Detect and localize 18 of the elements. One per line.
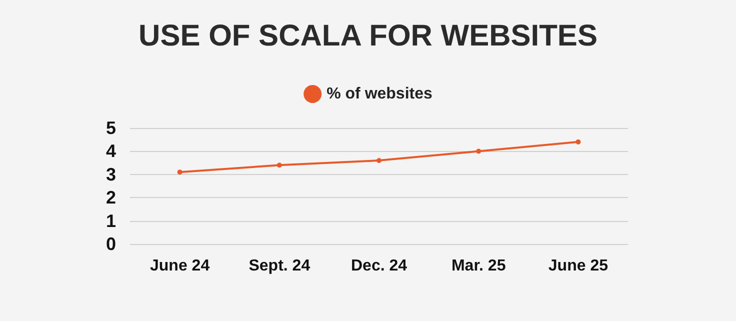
x-tick-label: June 24	[150, 258, 210, 274]
x-tick-label: Dec. 24	[350, 258, 408, 274]
legend-label: % of websites	[326, 86, 433, 102]
point	[476, 148, 482, 154]
y-tick-label: 2	[106, 188, 116, 208]
point	[576, 139, 581, 144]
x-tick-label: June 25	[548, 258, 608, 274]
point	[276, 162, 282, 168]
point	[177, 170, 182, 175]
y-tick-label: 3	[106, 164, 116, 184]
y-tick-label: 0	[106, 234, 116, 254]
y-tick-label: 1	[106, 210, 116, 231]
y-tick-label: 5	[106, 118, 116, 138]
point	[376, 158, 382, 163]
x-tick-label: Mar. 25	[451, 258, 506, 274]
x-tick-label: Sept. 24	[248, 258, 310, 274]
chart-title: USE OF SCALA FOR WEBSITES	[138, 20, 598, 52]
y-tick-label: 4	[106, 141, 116, 162]
